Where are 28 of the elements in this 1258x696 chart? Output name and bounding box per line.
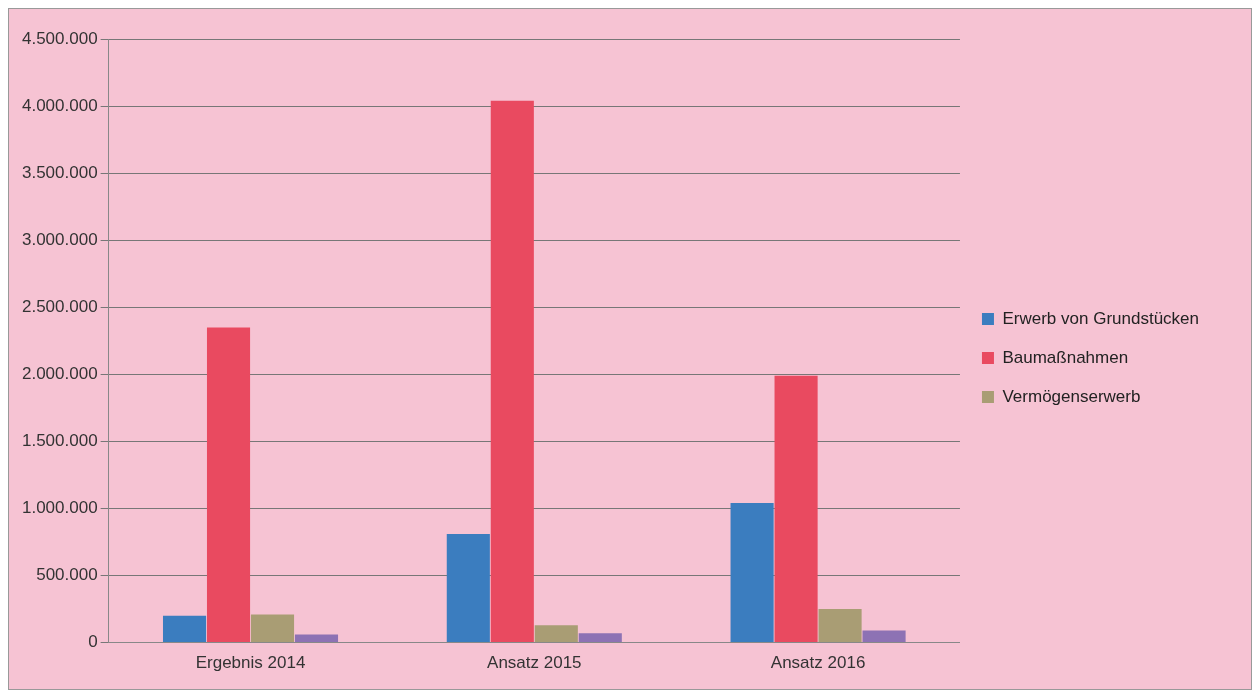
x-tick-label: Ergebnis 2014 [195, 653, 306, 673]
x-tick-label: Ansatz 2015 [487, 653, 582, 673]
bar [490, 100, 534, 643]
y-tick-label: 4.000.000 [21, 95, 98, 115]
y-tick-label: 4.500.000 [21, 28, 98, 48]
y-tick-label: 3.500.000 [21, 162, 98, 182]
y-tick-label: 1.000.000 [21, 498, 98, 518]
legend-label: Baumaßnahmen [1002, 347, 1129, 367]
legend-label: Erwerb von Grundstücken [1002, 308, 1200, 328]
bar [730, 503, 774, 643]
y-tick-label: 2.000.000 [21, 364, 98, 384]
bar [206, 327, 251, 643]
y-tick-label: 1.500.000 [21, 431, 98, 451]
y-tick-label: 3.000.000 [21, 229, 98, 249]
bar [446, 533, 490, 643]
bar [162, 615, 207, 643]
bar [774, 375, 818, 643]
x-tick-label: Ansatz 2016 [770, 653, 866, 673]
bar [534, 625, 578, 643]
y-tick-label: 500.000 [36, 565, 98, 585]
y-tick-label: 0 [88, 632, 98, 652]
y-tick-label: 2.500.000 [21, 296, 98, 316]
bar [818, 609, 862, 643]
bar [250, 614, 295, 643]
bar [862, 630, 906, 643]
bar [294, 634, 339, 643]
legend-label: Vermögenserwerb [1002, 386, 1141, 406]
bar [578, 633, 622, 643]
